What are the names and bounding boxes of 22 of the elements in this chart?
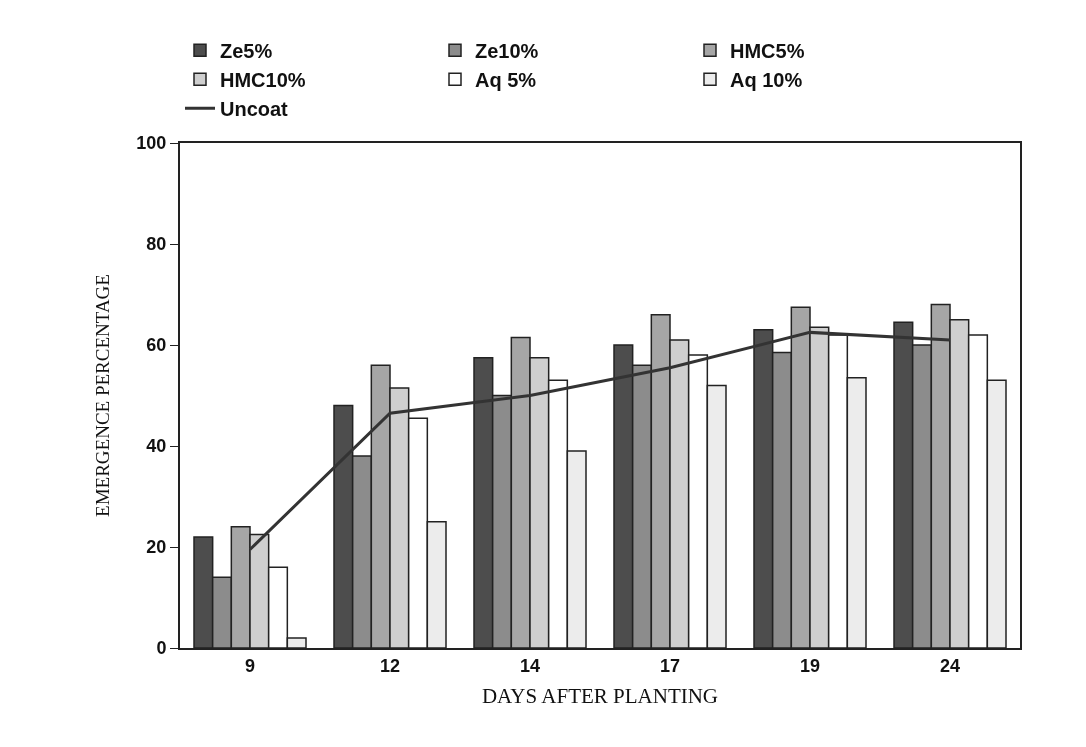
legend-label: Uncoat [220,98,289,121]
x-tick-label: 17 [659,655,681,676]
x-tick-label: 19 [799,655,821,676]
y-tick-label: 60 [146,335,167,356]
y-tick-label: 80 [146,234,167,255]
y-tick-label: 0 [156,638,167,659]
y-axis-title: EMERGENCE PERCENTAGE [91,274,113,517]
y-tick-label: 100 [136,133,167,154]
x-tick-label: 9 [244,655,256,676]
legend-label: HMC10% [220,69,306,92]
x-tick-label: 12 [379,655,401,676]
x-tick-label: 24 [939,655,961,676]
legend-label: Ze10% [475,40,539,63]
y-tick-label: 40 [146,436,167,457]
line-series [248,330,952,552]
y-tick-label: 20 [146,537,167,558]
x-tick-label: 14 [519,655,541,676]
x-axis-title: DAYS AFTER PLANTING [481,684,719,709]
legend-label: Aq 10% [730,69,803,92]
legend-label: Ze5% [220,40,273,63]
legend-label: Aq 5% [475,69,537,92]
legend-label: HMC5% [730,40,805,63]
